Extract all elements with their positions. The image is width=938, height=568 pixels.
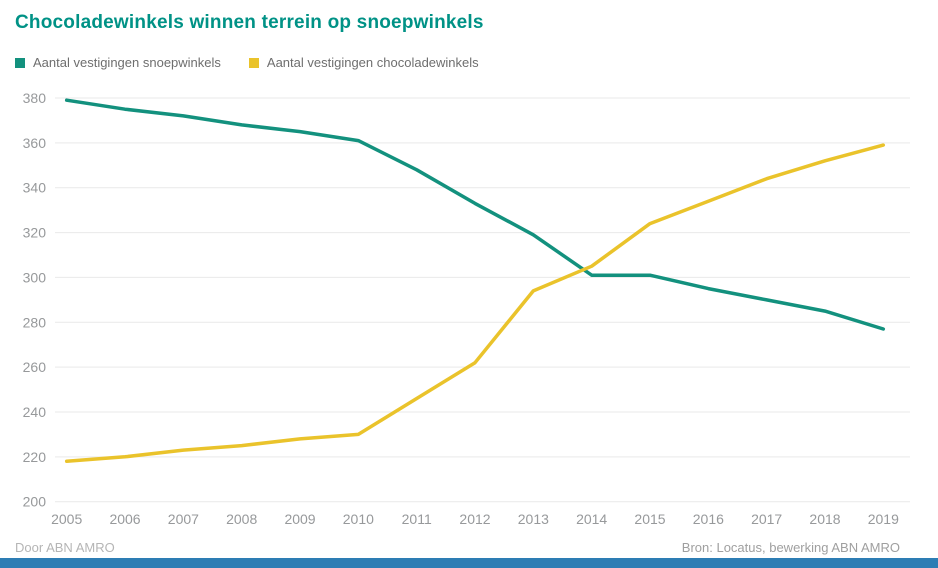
legend-item-chocoladewinkels[interactable]: Aantal vestigingen chocoladewinkels bbox=[248, 55, 479, 70]
x-tick-label: 2005 bbox=[51, 511, 82, 527]
y-tick-label: 320 bbox=[23, 225, 47, 241]
x-tick-label: 2016 bbox=[693, 511, 724, 527]
x-tick-label: 2017 bbox=[751, 511, 782, 527]
chart-title: Chocoladewinkels winnen terrein op snoep… bbox=[15, 12, 484, 33]
y-tick-label: 380 bbox=[23, 90, 47, 106]
x-tick-label: 2009 bbox=[284, 511, 315, 527]
x-tick-label: 2013 bbox=[518, 511, 549, 527]
x-tick-label: 2008 bbox=[226, 511, 257, 527]
x-tick-label: 2012 bbox=[459, 511, 490, 527]
chocoladewinkels-swatch-icon bbox=[248, 57, 259, 68]
snoepwinkels-swatch-icon bbox=[15, 57, 25, 68]
legend-label-snoepwinkels: Aantal vestigingen snoepwinkels bbox=[33, 55, 221, 70]
y-tick-label: 360 bbox=[23, 135, 47, 151]
x-tick-label: 2007 bbox=[168, 511, 199, 527]
y-tick-label: 260 bbox=[23, 359, 47, 375]
x-tick-label: 2011 bbox=[402, 511, 432, 527]
y-tick-label: 200 bbox=[23, 494, 47, 510]
y-tick-label: 340 bbox=[23, 180, 47, 196]
gridlines bbox=[55, 97, 910, 503]
x-tick-label: 2010 bbox=[343, 511, 374, 527]
x-tick-label: 2018 bbox=[809, 511, 840, 527]
legend: Aantal vestigingen snoepwinkels Aantal v… bbox=[15, 55, 479, 70]
x-axis-labels: 2005 2006 2007 2008 2009 2010 2011 2012 2013 2014… bbox=[51, 511, 899, 527]
y-tick-label: 240 bbox=[23, 404, 47, 420]
x-tick-label: 2019 bbox=[868, 511, 899, 527]
y-tick-label: 280 bbox=[23, 314, 47, 330]
series-line-0[interactable] bbox=[64, 98, 886, 331]
y-axis-labels: 380 360 340 320 300 280 260 240 220 200 bbox=[23, 90, 47, 510]
series-line-1[interactable] bbox=[64, 143, 886, 464]
legend-item-snoepwinkels[interactable]: Aantal vestigingen snoepwinkels bbox=[15, 55, 221, 70]
x-tick-label: 2014 bbox=[576, 511, 607, 527]
author-credit: Door ABN AMRO bbox=[15, 540, 115, 555]
y-tick-label: 220 bbox=[23, 449, 47, 465]
brand-bottom-bar bbox=[0, 558, 938, 568]
x-tick-label: 2006 bbox=[109, 511, 140, 527]
source-credit: Bron: Locatus, bewerking ABN AMRO bbox=[681, 540, 900, 555]
series-lines bbox=[64, 98, 886, 464]
x-tick-label: 2015 bbox=[634, 511, 665, 527]
legend-label-chocoladewinkels: Aantal vestigingen chocoladewinkels bbox=[266, 55, 479, 70]
y-tick-label: 300 bbox=[23, 269, 47, 285]
